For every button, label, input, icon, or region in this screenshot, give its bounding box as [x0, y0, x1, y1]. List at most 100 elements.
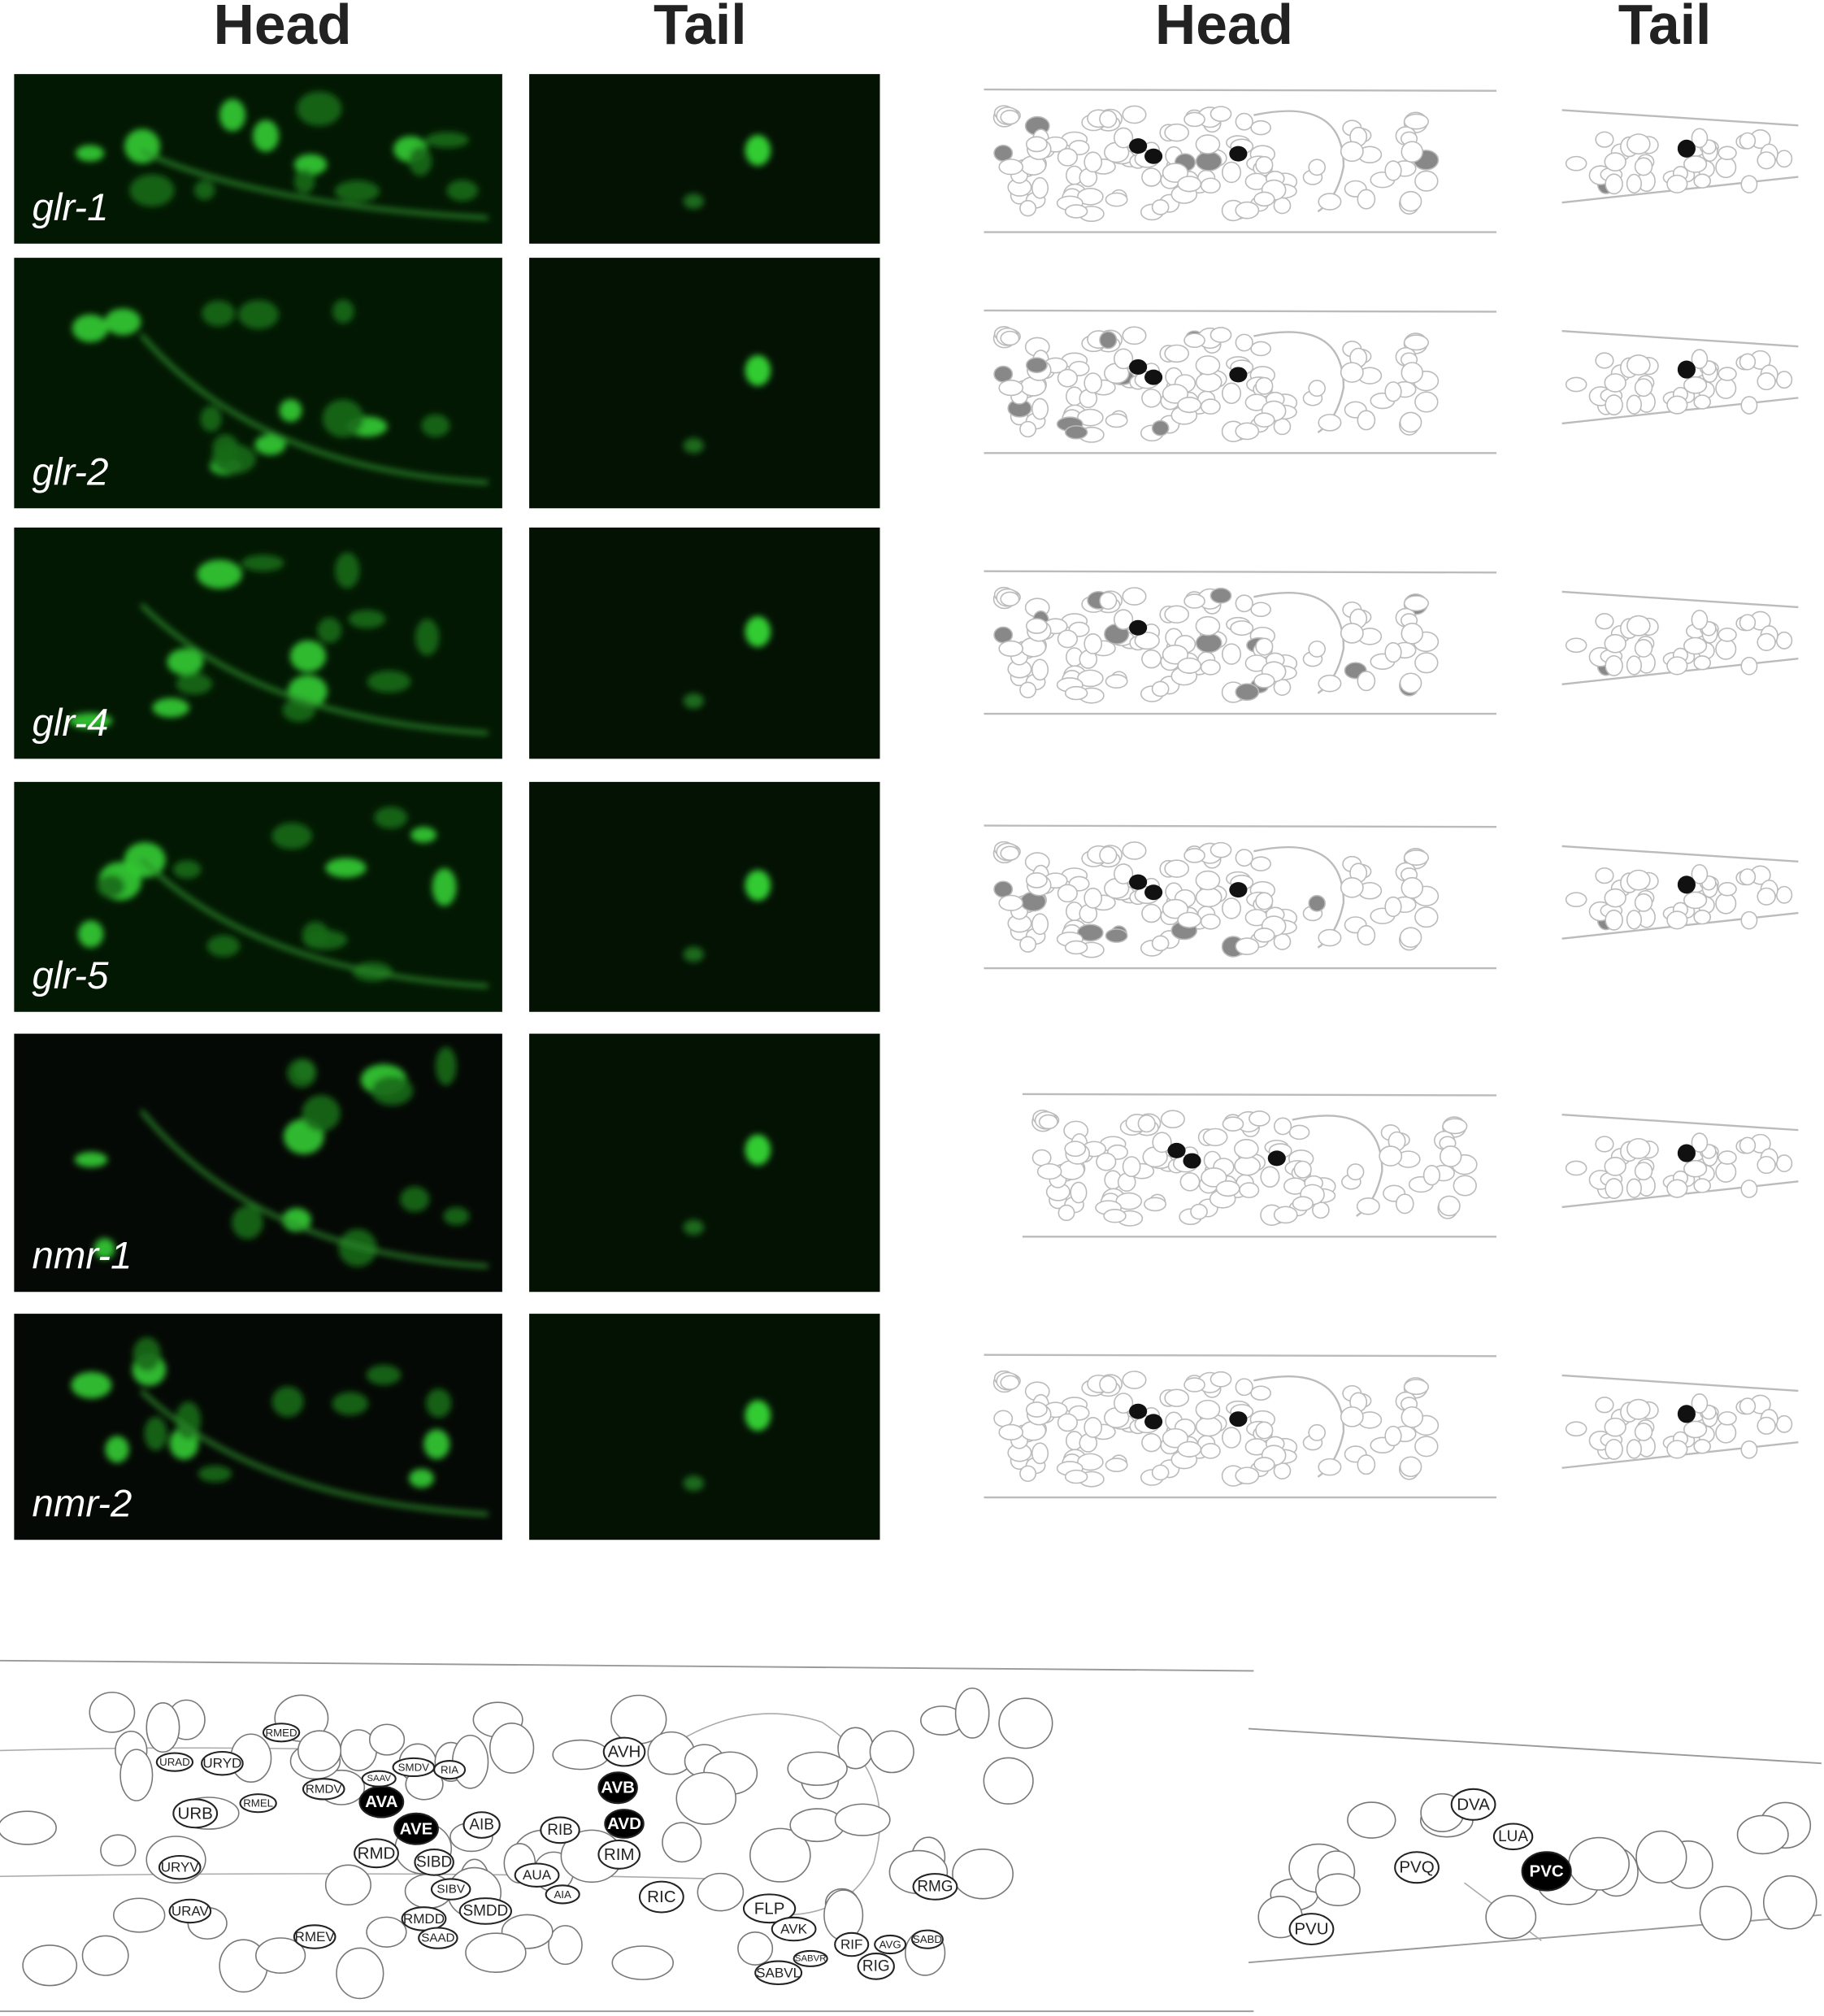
body-outline — [984, 824, 1497, 828]
cell — [1234, 1139, 1259, 1159]
neuron — [742, 1893, 797, 1924]
cell-signal — [322, 399, 364, 438]
cell — [1683, 637, 1708, 655]
cell-signal — [317, 617, 342, 644]
cell — [1151, 419, 1170, 437]
cell — [1346, 1163, 1365, 1181]
cell — [1565, 1160, 1587, 1176]
fluorescence — [71, 1336, 771, 1516]
expressing-cell — [1229, 146, 1248, 162]
neuron-label: SAAD — [421, 1931, 454, 1945]
cell — [489, 1723, 535, 1774]
neuron — [540, 1816, 580, 1844]
neuron — [857, 1953, 895, 1980]
cell — [1141, 1432, 1162, 1453]
cell — [1195, 1416, 1223, 1437]
cell — [1250, 119, 1271, 136]
cell — [1691, 1132, 1709, 1153]
cell — [1114, 609, 1134, 631]
cell — [1000, 110, 1020, 125]
cell — [1347, 1801, 1396, 1839]
cell — [297, 1730, 342, 1772]
cell — [1038, 1114, 1058, 1130]
neuron — [239, 1793, 277, 1814]
cell — [1288, 1124, 1310, 1141]
cell — [1195, 887, 1223, 908]
cell — [1144, 1197, 1166, 1212]
cell-signal — [198, 1465, 232, 1483]
cell — [1164, 1388, 1190, 1407]
expressing-cell — [1677, 360, 1696, 379]
cell — [1666, 174, 1688, 193]
cell — [1025, 618, 1048, 634]
cell — [1739, 353, 1757, 371]
cell — [1683, 1420, 1708, 1439]
cell — [1253, 191, 1275, 207]
cell — [1626, 173, 1642, 194]
cell — [1340, 1406, 1364, 1427]
cell — [1399, 411, 1422, 433]
body-outline — [984, 570, 1497, 574]
micrograph-row: nmr-1 — [14, 1033, 880, 1293]
cell — [675, 1771, 737, 1825]
neuron — [1492, 1823, 1534, 1851]
cell-signal — [415, 619, 440, 656]
cell — [1057, 147, 1078, 167]
column-header: Head — [214, 0, 352, 56]
neuron-label: RIM — [604, 1845, 635, 1864]
cell — [1105, 413, 1128, 428]
cell — [1635, 1830, 1687, 1884]
expressing-cell — [1677, 1405, 1696, 1423]
process — [140, 1389, 489, 1516]
cell — [1715, 893, 1737, 915]
cell — [1177, 657, 1202, 674]
schematic — [984, 1353, 1799, 1499]
cell — [1757, 1416, 1776, 1435]
cell — [1683, 1159, 1708, 1178]
neuron — [201, 1750, 244, 1776]
expressing-cell — [1144, 1414, 1163, 1430]
cell — [1414, 652, 1439, 674]
cell — [993, 365, 1014, 383]
body-outline — [984, 1353, 1497, 1358]
neuron — [458, 1897, 512, 1925]
cell — [1190, 1203, 1208, 1220]
cell-signal — [200, 406, 222, 432]
cell — [1626, 1398, 1651, 1420]
cell — [1604, 1417, 1626, 1437]
cell — [1134, 632, 1160, 650]
cell — [1401, 141, 1424, 163]
neuron-label: FLP — [754, 1899, 785, 1918]
cell — [548, 1925, 583, 1966]
cell — [1757, 371, 1776, 391]
cell — [1122, 1371, 1147, 1389]
cell — [1626, 655, 1642, 676]
cell — [1122, 1156, 1141, 1178]
cell — [1666, 1179, 1688, 1198]
expressing-cell — [1129, 619, 1148, 636]
cell — [1403, 113, 1430, 130]
cell-signal — [400, 1186, 430, 1212]
tail-image — [529, 258, 880, 509]
cell — [1057, 1413, 1078, 1432]
cell — [1634, 1162, 1653, 1181]
neuron — [463, 1811, 501, 1839]
cell-signal — [325, 858, 367, 878]
cell — [1064, 940, 1088, 955]
cell — [1164, 605, 1190, 623]
neuron-label: URB — [178, 1804, 213, 1823]
cell — [1595, 352, 1614, 369]
cell — [1740, 1180, 1758, 1198]
gene-label: nmr-1 — [33, 1235, 132, 1278]
cell-signal — [78, 920, 104, 948]
cell — [834, 1803, 891, 1836]
micrograph-row: glr-4 — [14, 527, 880, 759]
cell — [1595, 131, 1614, 148]
cell-signal — [683, 193, 704, 210]
cell-signal — [432, 867, 457, 906]
cell — [1036, 1162, 1062, 1180]
cell-signal — [232, 1206, 263, 1240]
gene-label: glr-2 — [33, 451, 109, 494]
cell — [1739, 614, 1757, 632]
cell — [1693, 1439, 1711, 1454]
